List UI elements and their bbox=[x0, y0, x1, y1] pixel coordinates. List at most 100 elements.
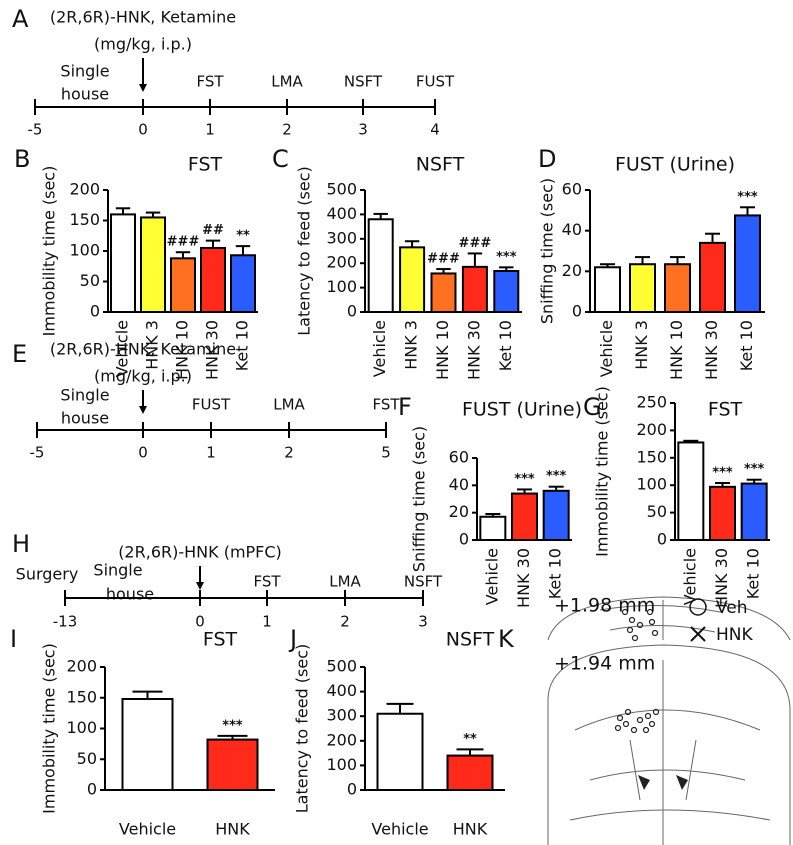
bar bbox=[446, 754, 494, 791]
x-tick-label: Vehicle bbox=[119, 820, 176, 839]
significance-label: *** bbox=[222, 718, 243, 733]
y-axis-label: Latency to feed (sec) bbox=[295, 166, 314, 336]
timeline-event: NSFT bbox=[404, 573, 443, 591]
timeline-tick-label: 1 bbox=[206, 444, 216, 462]
panel-letter: K bbox=[498, 625, 515, 653]
legend-label: Veh bbox=[716, 598, 748, 618]
bar bbox=[200, 246, 226, 313]
bar bbox=[479, 515, 507, 541]
brain-outline bbox=[547, 644, 791, 845]
pre-label: Single bbox=[60, 386, 109, 405]
x-tick-label: Vehicle bbox=[482, 548, 501, 605]
x-tick-label: HNK 3 bbox=[402, 320, 421, 370]
y-tick-label: 50 bbox=[80, 271, 100, 290]
y-tick-label: 100 bbox=[326, 755, 357, 774]
brain-detail bbox=[599, 600, 721, 640]
timeline-tick-label: -5 bbox=[30, 444, 45, 462]
y-tick-label: 200 bbox=[69, 180, 100, 199]
pre-label: Single bbox=[60, 62, 109, 81]
significance-label: ## bbox=[202, 223, 224, 238]
timeline-tick-label: 3 bbox=[358, 121, 368, 139]
significance-label: ### bbox=[427, 252, 460, 267]
significance-label: *** bbox=[514, 472, 535, 487]
section-label: +1.98 mm bbox=[554, 595, 655, 617]
pre-label: house bbox=[106, 585, 154, 604]
pre-label: Single bbox=[93, 561, 142, 580]
x-tick-label: Ket 10 bbox=[744, 548, 763, 599]
timeline-tick-label: 5 bbox=[381, 444, 391, 462]
brain-outline bbox=[547, 596, 791, 641]
panel-letter: H bbox=[12, 530, 30, 558]
x-tick-label: HNK 3 bbox=[632, 320, 651, 370]
arrow-head bbox=[196, 582, 204, 590]
panel-letter: I bbox=[10, 625, 17, 653]
y-tick-label: 0 bbox=[572, 302, 582, 321]
bar bbox=[110, 213, 136, 313]
panel-letter: D bbox=[538, 145, 556, 173]
y-tick-label: 500 bbox=[326, 657, 357, 676]
bar bbox=[699, 241, 726, 313]
x-tick-label: HNK 30 bbox=[464, 320, 483, 380]
panel-k-drawing bbox=[547, 596, 791, 845]
bar bbox=[376, 712, 424, 791]
pre-label: house bbox=[61, 409, 109, 428]
timeline-event: FST bbox=[372, 396, 400, 414]
bar bbox=[461, 265, 488, 313]
x-tick-label: Vehicle bbox=[371, 820, 428, 839]
x-tick-label: Ket 10 bbox=[546, 548, 565, 599]
y-tick-label: 20 bbox=[449, 502, 469, 521]
arrow-head bbox=[139, 84, 147, 92]
y-tick-label: 0 bbox=[87, 780, 97, 799]
x-tick-label: HNK 10 bbox=[433, 320, 452, 380]
y-axis-label: Immobility time (sec) bbox=[593, 386, 612, 557]
bar bbox=[677, 441, 705, 541]
drug-label: (2R,6R)-HNK (mPFC) bbox=[118, 543, 282, 562]
y-tick-label: 40 bbox=[562, 220, 582, 239]
timeline-tick-label: 2 bbox=[284, 444, 294, 462]
timeline-event: FST bbox=[253, 573, 281, 591]
drug-label: (2R,6R)-HNK, Ketamine bbox=[50, 340, 236, 359]
x-tick-label: HNK 10 bbox=[173, 320, 192, 380]
x-tick-label: HNK 10 bbox=[667, 320, 686, 380]
y-tick-label: 0 bbox=[657, 530, 667, 549]
chart-title: NSFT bbox=[416, 154, 465, 176]
y-tick-label: 150 bbox=[69, 210, 100, 229]
timeline-event: LMA bbox=[271, 73, 303, 91]
y-tick-label: 200 bbox=[66, 657, 97, 676]
legend-label: HNK bbox=[716, 625, 754, 645]
y-tick-label: 100 bbox=[326, 277, 357, 296]
bar bbox=[493, 270, 520, 313]
panel-letter: F bbox=[398, 393, 412, 421]
timeline-tick-label: -5 bbox=[28, 121, 43, 139]
x-tick-label: Vehicle bbox=[597, 320, 616, 377]
panel-letter: E bbox=[12, 340, 27, 368]
bar bbox=[140, 216, 166, 313]
y-tick-label: 250 bbox=[636, 393, 667, 412]
y-tick-label: 500 bbox=[326, 180, 357, 199]
panel-letter: A bbox=[12, 5, 29, 33]
panel-letter: J bbox=[288, 625, 297, 653]
x-tick-label: Vehicle bbox=[680, 548, 699, 605]
significance-label: ** bbox=[236, 229, 250, 244]
bar bbox=[664, 263, 691, 314]
significance-label: ### bbox=[459, 236, 492, 251]
y-tick-label: 300 bbox=[326, 228, 357, 247]
y-tick-label: 0 bbox=[459, 530, 469, 549]
timeline-event: FST bbox=[196, 73, 224, 91]
y-tick-label: 400 bbox=[326, 681, 357, 700]
drug-label: (2R,6R)-HNK, Ketamine bbox=[50, 8, 236, 27]
y-tick-label: 400 bbox=[326, 204, 357, 223]
brain-detail bbox=[569, 660, 771, 845]
x-tick-label: HNK 30 bbox=[514, 548, 533, 608]
significance-label: ** bbox=[463, 732, 477, 747]
timeline-tick-label: -13 bbox=[53, 613, 78, 631]
y-tick-label: 200 bbox=[636, 420, 667, 439]
timeline-event: FUST bbox=[192, 396, 231, 414]
y-tick-label: 0 bbox=[347, 780, 357, 799]
y-tick-label: 100 bbox=[66, 718, 97, 737]
chart-title: FST bbox=[203, 629, 238, 651]
bar bbox=[121, 697, 174, 791]
x-tick-label: Ket 10 bbox=[233, 320, 252, 371]
significance-label: ### bbox=[167, 235, 200, 250]
y-tick-label: 0 bbox=[347, 302, 357, 321]
